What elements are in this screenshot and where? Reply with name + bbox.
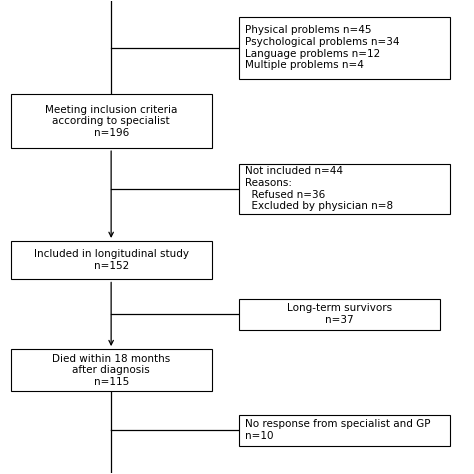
FancyBboxPatch shape (239, 299, 440, 330)
Text: Physical problems n=45
Psychological problems n=34
Language problems n=12
Multip: Physical problems n=45 Psychological pro… (245, 25, 400, 70)
Text: Meeting inclusion criteria
according to specialist
n=196: Meeting inclusion criteria according to … (45, 105, 177, 138)
FancyBboxPatch shape (239, 17, 449, 79)
FancyBboxPatch shape (10, 349, 212, 392)
Text: Not included n=44
Reasons:
  Refused n=36
  Excluded by physician n=8: Not included n=44 Reasons: Refused n=36 … (245, 166, 393, 211)
FancyBboxPatch shape (10, 94, 212, 148)
FancyBboxPatch shape (239, 415, 449, 446)
Text: Included in longitudinal study
n=152: Included in longitudinal study n=152 (34, 249, 189, 271)
Text: Died within 18 months
after diagnosis
n=115: Died within 18 months after diagnosis n=… (52, 354, 170, 387)
FancyBboxPatch shape (239, 164, 449, 214)
Text: Long-term survivors
n=37: Long-term survivors n=37 (287, 303, 392, 325)
Text: No response from specialist and GP
n=10: No response from specialist and GP n=10 (245, 419, 430, 441)
FancyBboxPatch shape (10, 241, 212, 280)
